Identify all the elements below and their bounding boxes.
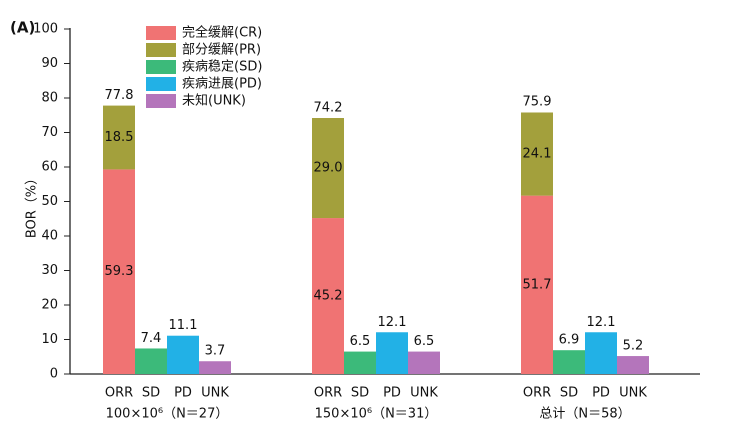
x-tick-label: SD bbox=[142, 386, 160, 401]
bar-segment bbox=[376, 332, 408, 374]
value-label: 12.1 bbox=[587, 315, 616, 330]
legend-swatch bbox=[146, 60, 176, 74]
value-label: 7.4 bbox=[141, 331, 162, 346]
total-label: 74.2 bbox=[314, 101, 343, 116]
panel-label: (A) bbox=[10, 19, 35, 37]
legend-swatch bbox=[146, 94, 176, 108]
bar-segment bbox=[199, 361, 231, 374]
y-axis-label: BOR（%） bbox=[25, 172, 40, 238]
bar-segment bbox=[103, 105, 135, 170]
y-tick-label: 100 bbox=[33, 22, 58, 37]
x-tick-label: UNK bbox=[619, 386, 647, 401]
x-tick-label: PD bbox=[592, 386, 610, 401]
x-tick-label: ORR bbox=[314, 386, 342, 401]
y-tick-label: 70 bbox=[41, 125, 58, 140]
bar-segment bbox=[521, 195, 553, 374]
value-label: 5.2 bbox=[623, 339, 644, 354]
y-tick-label: 80 bbox=[41, 91, 58, 106]
value-label: 24.1 bbox=[523, 147, 552, 162]
y-tick-label: 30 bbox=[41, 263, 58, 278]
y-tick-label: 0 bbox=[50, 367, 58, 382]
x-tick-label: UNK bbox=[410, 386, 438, 401]
value-label: 12.1 bbox=[378, 315, 407, 330]
value-label: 59.3 bbox=[105, 264, 134, 279]
bar-segment bbox=[103, 169, 135, 374]
legend-label: 部分缓解(PR) bbox=[182, 43, 261, 58]
bar-segment bbox=[135, 348, 167, 374]
x-tick-label: UNK bbox=[201, 386, 229, 401]
y-tick-label: 90 bbox=[41, 56, 58, 71]
bar-segment bbox=[521, 112, 553, 196]
y-tick-label: 60 bbox=[41, 160, 58, 175]
legend-label: 完全缓解(CR) bbox=[182, 25, 262, 41]
group-label: 总计（N＝58） bbox=[539, 407, 630, 422]
total-label: 75.9 bbox=[523, 95, 552, 110]
value-label: 6.5 bbox=[350, 334, 371, 349]
bar-segment bbox=[344, 351, 376, 374]
x-tick-label: PD bbox=[383, 386, 401, 401]
value-label: 3.7 bbox=[205, 344, 226, 359]
x-tick-label: SD bbox=[560, 386, 578, 401]
bar-segment bbox=[167, 335, 199, 374]
legend-label: 未知(UNK) bbox=[182, 93, 246, 109]
legend-swatch bbox=[146, 77, 176, 91]
value-label: 51.7 bbox=[523, 277, 552, 292]
y-tick-label: 20 bbox=[41, 298, 58, 313]
bar-segment bbox=[617, 356, 649, 374]
x-tick-label: SD bbox=[351, 386, 369, 401]
legend-label: 疾病稳定(SD) bbox=[182, 59, 262, 75]
y-tick-label: 10 bbox=[41, 332, 58, 347]
bar-segment bbox=[312, 118, 344, 219]
value-label: 45.2 bbox=[314, 289, 343, 304]
total-label: 77.8 bbox=[105, 88, 134, 103]
legend-label: 疾病进展(PD) bbox=[182, 77, 262, 92]
value-label: 6.5 bbox=[414, 334, 435, 349]
legend-swatch bbox=[146, 43, 176, 57]
value-label: 18.5 bbox=[105, 130, 134, 145]
bar-segment bbox=[408, 351, 440, 374]
x-tick-label: PD bbox=[174, 386, 192, 401]
group-label: 150×10⁶（N＝31） bbox=[315, 407, 438, 422]
value-label: 6.9 bbox=[559, 333, 580, 348]
bar-segment bbox=[553, 350, 585, 374]
y-tick-label: 50 bbox=[41, 194, 58, 209]
bar-segment bbox=[585, 332, 617, 374]
bar-segment bbox=[312, 218, 344, 374]
legend-swatch bbox=[146, 26, 176, 40]
y-tick-label: 40 bbox=[41, 229, 58, 244]
group-label: 100×10⁶（N＝27） bbox=[106, 407, 229, 422]
x-tick-label: ORR bbox=[523, 386, 551, 401]
x-tick-label: ORR bbox=[105, 386, 133, 401]
value-label: 29.0 bbox=[314, 161, 343, 176]
value-label: 11.1 bbox=[169, 318, 198, 333]
